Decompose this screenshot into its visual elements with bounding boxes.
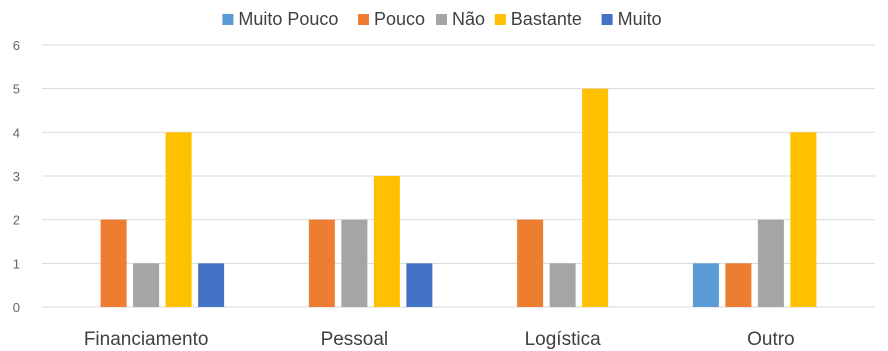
x-axis: Financiamento Pessoal Logística Outro [84,329,795,350]
y-axis: 0 1 2 3 4 5 6 [13,38,20,315]
legend-swatch [222,14,234,25]
bar-financiamento-pouco [100,219,127,307]
bar-outro-n-o [757,219,784,307]
bar-outro-pouco [725,263,752,307]
legend: Muito Pouco Pouco Não Bastante Muito [222,9,662,29]
bar-financiamento-bastante [165,132,192,307]
bar-log-stica-bastante [582,88,609,308]
legend-item: Muito [601,9,662,29]
legend-swatch [601,14,613,25]
legend-label: Bastante [511,9,582,29]
legend-swatch [494,14,506,25]
legend-swatch [436,14,447,25]
bar-financiamento-muito [198,263,225,307]
y-tick-label: 0 [13,300,20,315]
legend-label: Pouco [374,9,425,29]
bar-pessoal-muito [406,263,433,307]
y-tick-label: 2 [13,213,20,228]
legend-swatch [358,14,369,25]
bar-outro-muito-pouco [692,263,719,307]
x-tick-label: Logística [525,329,601,350]
x-tick-label: Outro [747,329,795,350]
x-tick-label: Pessoal [321,329,389,350]
legend-label: Não [452,9,485,29]
y-tick-label: 3 [13,169,20,184]
legend-label: Muito Pouco [238,9,338,29]
legend-label: Muito [618,9,662,29]
legend-item: Muito Pouco [222,9,338,29]
y-tick-label: 1 [13,256,20,271]
bar-log-stica-n-o [549,263,576,307]
y-tick-label: 4 [13,125,20,140]
bar-pessoal-n-o [341,219,368,307]
legend-item: Não [436,9,485,29]
bar-pessoal-bastante [373,176,400,307]
bar-log-stica-pouco [517,219,544,307]
legend-item: Bastante [494,9,582,29]
bar-pessoal-pouco [308,219,335,307]
legend-item: Pouco [358,9,425,29]
bars [100,88,817,308]
y-tick-label: 6 [13,38,20,53]
x-tick-label: Financiamento [84,329,209,350]
bar-financiamento-n-o [133,263,160,307]
y-tick-label: 5 [13,82,20,97]
bar-outro-bastante [790,132,817,307]
